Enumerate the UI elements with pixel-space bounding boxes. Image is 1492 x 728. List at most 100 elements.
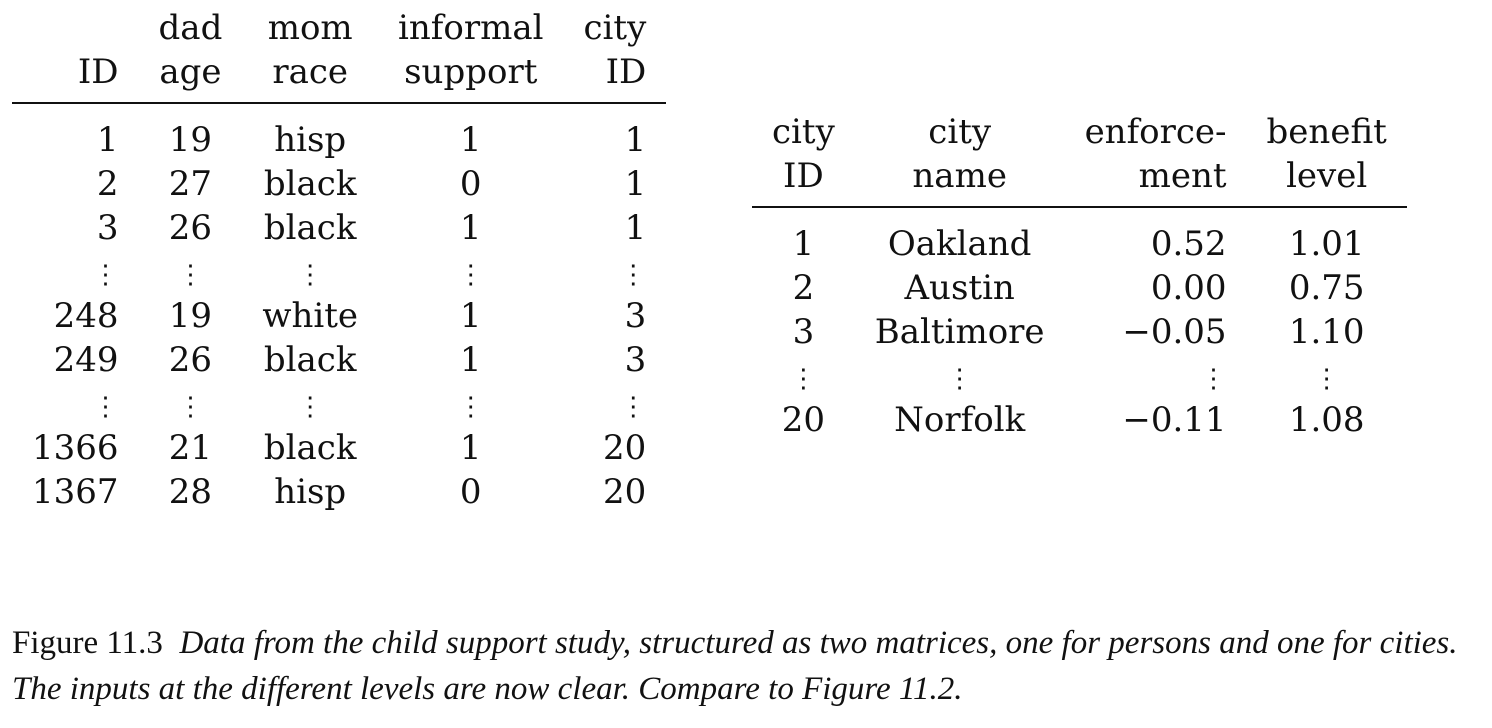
table-cell: 1: [563, 206, 666, 250]
cell-value: 20: [603, 428, 647, 468]
table-cell: 1.01: [1247, 207, 1407, 266]
table-cell: 20: [563, 470, 666, 514]
cell-value: 26: [168, 340, 213, 380]
table-row: 3 Baltimore −0.05 1.10: [752, 310, 1407, 354]
cell-value: 3: [792, 312, 815, 352]
table-cell: 1: [563, 103, 666, 162]
cell-value: black: [263, 208, 357, 248]
table-cell: black: [242, 338, 378, 382]
table-cell: black: [242, 426, 378, 470]
col-header-bottom: level: [1246, 154, 1407, 208]
table-cell: Baltimore: [855, 310, 1065, 354]
cell-value: 2: [96, 164, 119, 204]
table-cell: 1: [378, 338, 563, 382]
col-header-bottom: age: [138, 50, 243, 104]
cell-value: Norfolk: [894, 400, 1026, 440]
cell-value: 20: [603, 472, 647, 512]
cell-value: 1: [624, 120, 647, 160]
table-cell: Austin: [855, 266, 1065, 310]
cell-value: ⋮: [297, 260, 324, 290]
cell-value: ⋮: [457, 392, 484, 422]
table-cell: 1.08: [1247, 398, 1407, 442]
ellipsis-cell: ⋮: [1247, 354, 1407, 398]
cell-value: ⋮: [92, 392, 119, 422]
cell-value: 19: [168, 120, 213, 160]
ellipsis-cell: ⋮: [752, 354, 855, 398]
col-header-top: informal: [398, 8, 544, 48]
col-header-bottom: ment: [1064, 154, 1247, 208]
figure-label: Figure 11.3: [12, 625, 163, 661]
cell-value: 20: [781, 400, 826, 440]
col-header-top: city: [772, 112, 835, 152]
ellipsis-cell: ⋮: [378, 382, 563, 426]
table-cell: 1367: [12, 470, 139, 514]
table-cell: black: [242, 162, 378, 206]
table-cell: −0.11: [1065, 398, 1247, 442]
ellipsis-cell: ⋮: [378, 250, 563, 294]
col-header-bottom: support: [378, 50, 564, 104]
cell-value: 19: [168, 296, 213, 336]
cell-value: ⋮: [177, 260, 204, 290]
table-cell: 1: [563, 162, 666, 206]
table-cell: 0.00: [1065, 266, 1247, 310]
cell-value: 1: [96, 120, 119, 160]
cell-value: 28: [168, 472, 213, 512]
cell-value: 1.10: [1288, 312, 1365, 352]
table-row: 248 19 white 1 3: [12, 294, 666, 338]
table-row: 3 26 black 1 1: [12, 206, 666, 250]
table-cell: 1: [12, 103, 139, 162]
cell-value: 1367: [32, 472, 119, 512]
cell-value: 21: [168, 428, 213, 468]
table-cell: 3: [12, 206, 139, 250]
cell-value: −0.11: [1122, 400, 1227, 440]
col-header-top: city: [928, 112, 992, 152]
table-row: 2 Austin 0.00 0.75: [752, 266, 1407, 310]
ellipsis-cell: ⋮: [563, 250, 666, 294]
table-cell: 26: [139, 206, 243, 250]
ellipsis-cell: ⋮: [12, 250, 139, 294]
figure-caption-text: Data from the child support study, struc…: [12, 625, 1458, 707]
cell-value: black: [263, 164, 357, 204]
table-row: 1367 28 hisp 0 20: [12, 470, 666, 514]
cell-value: Austin: [904, 268, 1015, 308]
persons-table-body: 1 19 hisp 1 1 2 27 black 0 1 3 26 black 1 1 ⋮ ⋮ ⋮ ⋮ ⋮ 248 19 w…: [12, 103, 666, 514]
cell-value: black: [263, 428, 357, 468]
table-cell: 20: [563, 426, 666, 470]
table-cell: 1: [378, 426, 563, 470]
col-header-top: mom: [267, 8, 353, 48]
cell-value: 249: [53, 340, 119, 380]
cell-value: −0.05: [1122, 312, 1227, 352]
cell-value: 26: [168, 208, 213, 248]
cell-value: 1: [624, 208, 647, 248]
table-cell: 26: [139, 338, 243, 382]
cell-value: 1: [459, 120, 482, 160]
col-header-top: dad: [158, 8, 223, 48]
table-cell: 1: [378, 103, 563, 162]
table-cell: 1: [378, 206, 563, 250]
cell-value: Baltimore: [874, 312, 1045, 352]
table-cell: 0: [378, 470, 563, 514]
table-row: 1 Oakland 0.52 1.01: [752, 207, 1407, 266]
cell-value: 1: [459, 428, 482, 468]
table-cell: 1.10: [1247, 310, 1407, 354]
col-header-bottom: ID: [563, 50, 667, 104]
col-header-top: city: [583, 8, 647, 48]
cities-table: city city enforce- benefit ID name ment …: [752, 110, 1407, 442]
col-header-top: [12, 6, 139, 50]
col-header-bottom: ID: [752, 154, 855, 208]
table-cell: 2: [752, 266, 855, 310]
table-cell: black: [242, 206, 378, 250]
table-cell: 3: [563, 338, 666, 382]
cell-value: ⋮: [790, 364, 817, 394]
cell-value: ⋮: [92, 260, 119, 290]
ellipsis-cell: ⋮: [855, 354, 1065, 398]
col-header-bottom: race: [242, 50, 379, 104]
cell-value: ⋮: [1200, 364, 1227, 394]
cell-value: 1366: [32, 428, 119, 468]
cell-value: ⋮: [177, 392, 204, 422]
table-row: 1 19 hisp 1 1: [12, 103, 666, 162]
table-cell: 19: [139, 103, 243, 162]
cell-value: 0: [459, 164, 482, 204]
cell-value: white: [262, 296, 359, 336]
table-cell: 28: [139, 470, 243, 514]
